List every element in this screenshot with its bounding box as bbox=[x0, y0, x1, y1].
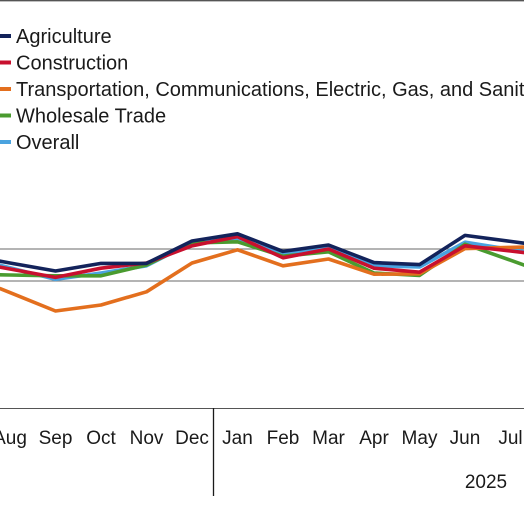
year-label: 2025 bbox=[465, 472, 507, 493]
legend-label: Wholesale Trade bbox=[16, 106, 166, 128]
series-line bbox=[0, 232, 524, 273]
x-tick-label: Jun bbox=[450, 428, 481, 449]
x-tick-label: Jul bbox=[498, 428, 522, 449]
x-tick-label: Nov bbox=[130, 428, 164, 449]
x-tick-label: Sep bbox=[39, 428, 73, 449]
x-tick-label: Mar bbox=[312, 428, 345, 449]
legend-label: Construction bbox=[16, 53, 128, 75]
x-tick-label: Dec bbox=[175, 428, 209, 449]
x-tick-label: Apr bbox=[359, 428, 389, 449]
x-tick-label: Jan bbox=[222, 428, 253, 449]
x-axis-tick-labels: Aug Sep Oct Nov Dec Jan Feb Mar Apr May Jun Jul bbox=[0, 428, 523, 449]
plot-area bbox=[0, 232, 524, 313]
legend-label: Overall bbox=[16, 132, 79, 154]
legend-label: Agriculture bbox=[16, 26, 112, 48]
series-line bbox=[0, 245, 524, 313]
x-tick-label: Feb bbox=[267, 428, 300, 449]
legend-label: Transportation, Communications, Electric… bbox=[16, 79, 524, 101]
series-line bbox=[0, 234, 524, 280]
x-tick-label: May bbox=[402, 428, 438, 449]
chart-legend: Agriculture Construction Transportation, C… bbox=[0, 26, 524, 154]
x-tick-label: Aug bbox=[0, 428, 27, 449]
x-tick-label: Oct bbox=[86, 428, 116, 449]
